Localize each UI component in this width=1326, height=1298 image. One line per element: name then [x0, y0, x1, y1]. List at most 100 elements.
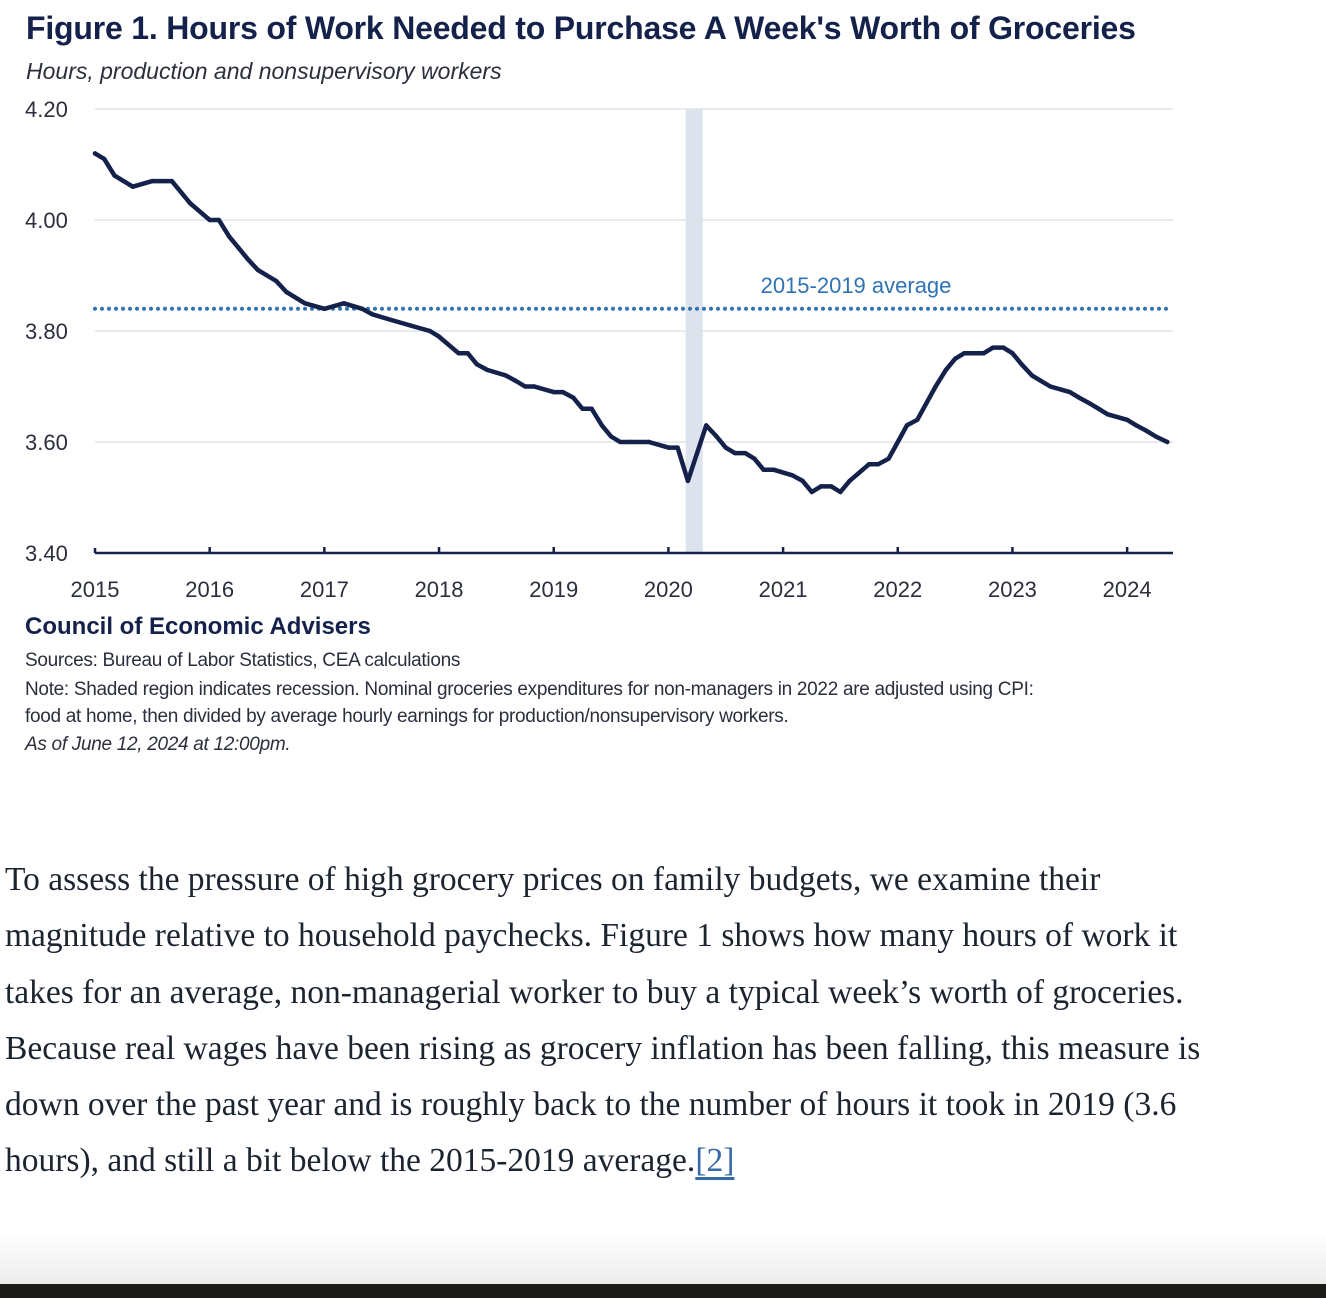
y-tick-label: 3.40 — [25, 541, 68, 566]
data-point — [628, 439, 633, 445]
data-point — [513, 378, 519, 384]
data-point — [465, 351, 470, 356]
data-point — [255, 267, 260, 273]
data-point — [685, 478, 691, 484]
data-point — [1067, 389, 1073, 395]
data-point — [580, 406, 585, 411]
figure-credit: Council of Economic Advisers — [25, 613, 371, 640]
data-point — [474, 362, 480, 367]
data-point — [169, 178, 174, 184]
data-point — [599, 423, 605, 428]
data-point — [112, 173, 117, 178]
data-point — [771, 467, 777, 472]
data-point — [761, 467, 766, 472]
data-point — [723, 445, 728, 450]
data-point — [302, 301, 308, 306]
data-point — [1038, 378, 1044, 384]
data-point — [847, 478, 852, 484]
article-paragraph: To assess the pressure of high grocery p… — [5, 852, 1235, 1190]
data-point — [743, 450, 748, 456]
data-point — [1165, 439, 1170, 445]
data-point — [694, 450, 700, 456]
line-chart: 2015-2019 average 4.204.003.803.603.4020… — [25, 97, 1173, 602]
data-point — [618, 439, 623, 445]
data-point — [551, 389, 556, 395]
y-tick-label: 3.60 — [25, 430, 68, 455]
data-point — [915, 417, 920, 422]
x-tick-label: 2024 — [1103, 577, 1152, 602]
data-point — [1019, 362, 1024, 367]
data-point — [704, 423, 709, 428]
figure-note-line-1: Note: Shaded region indicates recession.… — [25, 679, 1034, 700]
data-point — [456, 351, 461, 356]
data-point — [838, 489, 843, 495]
data-point — [876, 462, 881, 467]
x-tick-label: 2018 — [415, 577, 464, 602]
x-tick-label: 2022 — [873, 577, 922, 602]
figure-sources: Sources: Bureau of Labor Statistics, CEA… — [25, 650, 461, 671]
x-tick-label: 2021 — [759, 577, 808, 602]
data-point — [972, 351, 977, 356]
data-point — [284, 289, 289, 295]
data-point — [130, 184, 135, 189]
data-point — [1010, 351, 1015, 356]
footnote-link[interactable]: [2] — [695, 1142, 735, 1180]
data-point — [809, 489, 814, 495]
bottom-fade — [0, 1230, 1326, 1284]
data-point — [962, 351, 967, 356]
data-point — [752, 456, 757, 461]
x-tick-label: 2016 — [185, 577, 234, 602]
data-point — [666, 445, 671, 450]
figure-note-line-2: food at home, then divided by average ho… — [25, 706, 789, 727]
data-point — [216, 217, 222, 223]
data-point — [1124, 417, 1130, 422]
data-point — [236, 245, 241, 250]
data-point — [1134, 423, 1139, 428]
y-tick-label: 4.20 — [25, 97, 68, 122]
data-point — [924, 401, 929, 406]
data-point — [341, 301, 347, 306]
window-bottom-bar — [0, 1284, 1326, 1298]
data-point — [150, 178, 155, 184]
data-point — [532, 384, 537, 389]
data-point — [732, 450, 738, 456]
data-point — [1087, 401, 1092, 406]
average-reference-label: 2015-2019 average — [761, 273, 952, 298]
data-point — [589, 406, 594, 411]
data-point — [933, 384, 938, 389]
figure-panel: Figure 1. Hours of Work Needed to Purcha… — [25, 10, 1173, 755]
data-point — [388, 317, 394, 323]
data-point — [485, 367, 490, 373]
data-point — [714, 434, 719, 439]
data-point — [188, 201, 193, 206]
x-tick-label: 2015 — [71, 577, 120, 602]
data-point — [952, 356, 958, 361]
data-point — [829, 484, 834, 489]
data-point — [895, 439, 900, 445]
data-point — [675, 445, 680, 450]
data-point — [818, 484, 824, 489]
figure-subtitle: Hours, production and nonsupervisory wor… — [26, 58, 502, 84]
data-point — [274, 278, 279, 284]
data-point — [408, 323, 413, 328]
data-point — [503, 373, 508, 378]
data-point — [560, 389, 566, 395]
data-point — [360, 306, 365, 311]
data-point — [571, 395, 576, 400]
data-point — [427, 328, 433, 334]
data-point — [886, 456, 891, 461]
figure-title: Figure 1. Hours of Work Needed to Purcha… — [26, 10, 1136, 46]
data-point — [990, 345, 996, 350]
data-point — [322, 306, 327, 311]
y-tick-label: 3.80 — [25, 319, 68, 344]
data-point — [522, 384, 528, 389]
data-point — [1001, 345, 1006, 350]
data-point — [866, 462, 872, 467]
y-tick-label: 4.00 — [25, 208, 68, 233]
data-point — [981, 351, 986, 356]
figure-timestamp: As of June 12, 2024 at 12:00pm. — [25, 734, 291, 755]
x-tick-label: 2020 — [644, 577, 693, 602]
x-tick-label: 2023 — [988, 577, 1037, 602]
data-point — [245, 256, 250, 261]
data-point — [227, 234, 232, 239]
